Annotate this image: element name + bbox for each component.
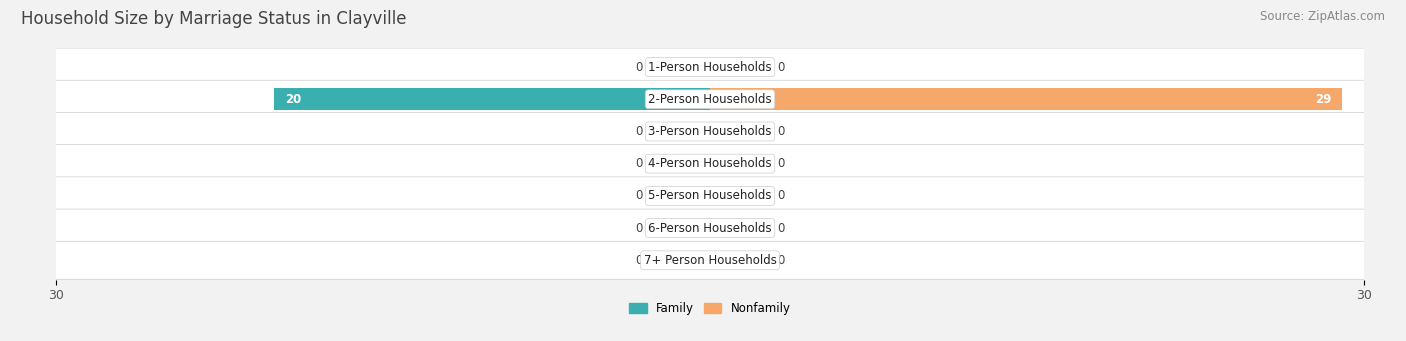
Bar — [650, 59, 710, 75]
Text: 0: 0 — [636, 189, 643, 203]
FancyBboxPatch shape — [53, 177, 1367, 215]
Text: Source: ZipAtlas.com: Source: ZipAtlas.com — [1260, 10, 1385, 23]
Text: 0: 0 — [636, 254, 643, 267]
Text: Household Size by Marriage Status in Clayville: Household Size by Marriage Status in Cla… — [21, 10, 406, 28]
Text: 0: 0 — [636, 61, 643, 74]
Bar — [650, 188, 710, 204]
Text: 29: 29 — [1315, 93, 1331, 106]
FancyBboxPatch shape — [53, 241, 1367, 279]
Legend: Family, Nonfamily: Family, Nonfamily — [628, 302, 792, 315]
FancyBboxPatch shape — [53, 209, 1367, 247]
Bar — [650, 220, 710, 236]
Text: 2-Person Households: 2-Person Households — [648, 93, 772, 106]
Text: 0: 0 — [636, 222, 643, 235]
FancyBboxPatch shape — [53, 80, 1367, 118]
Bar — [710, 88, 1343, 110]
Text: 20: 20 — [285, 93, 301, 106]
Bar — [650, 123, 710, 140]
FancyBboxPatch shape — [53, 145, 1367, 183]
Bar — [710, 252, 770, 268]
Text: 4-Person Households: 4-Person Households — [648, 157, 772, 170]
Bar — [710, 220, 770, 236]
Text: 0: 0 — [778, 222, 785, 235]
Bar — [710, 59, 770, 75]
FancyBboxPatch shape — [53, 48, 1367, 86]
Bar — [710, 123, 770, 140]
Text: 0: 0 — [778, 189, 785, 203]
Text: 3-Person Households: 3-Person Households — [648, 125, 772, 138]
Text: 0: 0 — [636, 157, 643, 170]
Text: 0: 0 — [778, 125, 785, 138]
Bar — [710, 188, 770, 204]
Text: 0: 0 — [636, 125, 643, 138]
Bar — [274, 88, 710, 110]
Text: 0: 0 — [778, 254, 785, 267]
Bar — [650, 155, 710, 172]
Text: 0: 0 — [778, 61, 785, 74]
Bar — [710, 155, 770, 172]
Text: 0: 0 — [778, 157, 785, 170]
Text: 6-Person Households: 6-Person Households — [648, 222, 772, 235]
FancyBboxPatch shape — [53, 113, 1367, 150]
Text: 7+ Person Households: 7+ Person Households — [644, 254, 776, 267]
Bar — [650, 252, 710, 268]
Text: 5-Person Households: 5-Person Households — [648, 189, 772, 203]
Text: 1-Person Households: 1-Person Households — [648, 61, 772, 74]
